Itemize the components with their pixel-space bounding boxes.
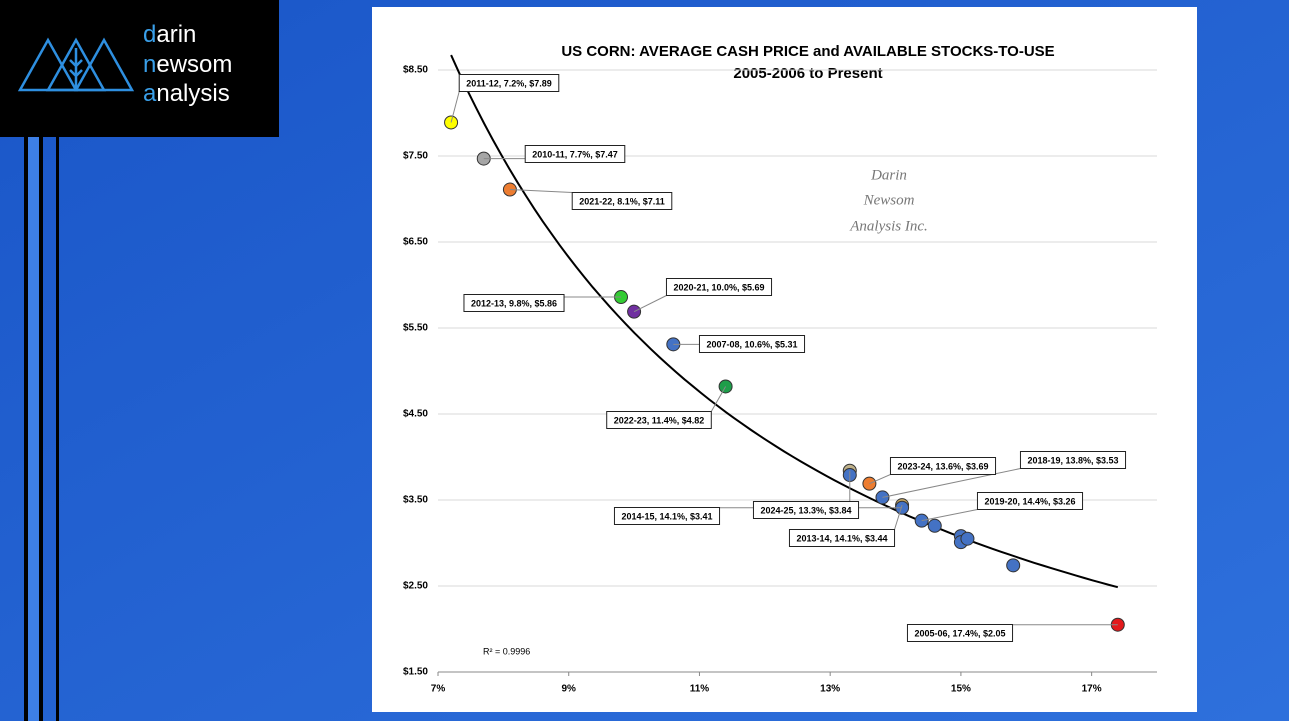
label-box: [571, 192, 673, 210]
label-box: [606, 411, 712, 429]
label-box: [665, 278, 773, 296]
stripe: [24, 130, 28, 721]
data-label: 2012-13, 9.8%, $5.86: [471, 298, 557, 308]
r-squared: R² = 0.9996: [483, 646, 530, 656]
label-box: [1019, 451, 1127, 469]
label-box: [976, 492, 1084, 510]
y-tick-label: $3.50: [403, 495, 428, 506]
data-label: 2013-14, 14.1%, $3.44: [796, 533, 887, 543]
data-label: 2010-11, 7.7%, $7.47: [532, 149, 618, 159]
leader-line: [509, 189, 573, 193]
label-box: [788, 529, 896, 547]
plot: $1.50 $2.50 $3.50 $4.50 $5.50 $6.50 $7.50 $8.50…: [403, 54, 1157, 695]
label-box: [524, 145, 626, 163]
x-tick-label: 11%: [690, 684, 710, 695]
data-label: 2020-21, 10.0%, $5.69: [673, 282, 764, 292]
leader-line: [921, 509, 978, 522]
data-label: 2022-23, 11.4%, $4.82: [614, 415, 705, 425]
data-label: 2023-24, 13.6%, $3.69: [897, 461, 988, 471]
data-label: 2024-25, 13.3%, $3.84: [760, 505, 851, 515]
data-label: 2018-19, 13.8%, $3.53: [1027, 455, 1118, 465]
label-box: [698, 335, 806, 353]
logo-text: newsom: [143, 51, 232, 78]
y-tick-label: $5.50: [403, 323, 428, 334]
y-tick-label: $6.50: [403, 237, 428, 248]
data-label: 2014-15, 14.1%, $3.41: [621, 511, 712, 521]
data-label: 2005-06, 17.4%, $2.05: [914, 628, 1005, 638]
stripe: [39, 130, 43, 721]
stripe: [28, 130, 39, 721]
y-tick-label: $1.50: [403, 667, 428, 678]
point: [927, 518, 942, 533]
watermark: Analysis Inc.: [849, 218, 927, 234]
data-label: 2007-08, 10.6%, $5.31: [706, 339, 797, 349]
logo-box: [0, 0, 279, 137]
y-tick-label: $2.50: [403, 581, 428, 592]
logo-text: darin: [143, 21, 196, 48]
x-tick-label: 7%: [431, 684, 446, 695]
stripe: [56, 130, 59, 721]
leader-line: [633, 295, 667, 313]
watermark: Darin: [870, 167, 907, 183]
leader-line: [869, 474, 891, 485]
label-box: [458, 74, 560, 92]
chart-subtitle: 2005-2006 to Present: [733, 65, 882, 82]
data-label: 2021-22, 8.1%, $7.11: [579, 196, 665, 206]
leader-line: [710, 386, 727, 412]
y-tick-label: $4.50: [403, 409, 428, 420]
label-box: [906, 624, 1014, 642]
leader-line: [882, 468, 1021, 498]
leader-line: [450, 91, 460, 123]
logo-text: analysis: [143, 80, 230, 107]
watermark: Newsom: [863, 192, 915, 208]
x-tick-label: 15%: [951, 684, 971, 695]
x-tick-label: 17%: [1082, 684, 1102, 695]
x-tick-label: 13%: [820, 684, 840, 695]
point: [1006, 558, 1021, 573]
label-box: [613, 507, 721, 525]
data-label: 2011-12, 7.2%, $7.89: [466, 78, 552, 88]
label-box: [463, 294, 565, 312]
trendline: [450, 54, 1119, 589]
y-tick-label: $7.50: [403, 151, 428, 162]
point: [960, 531, 975, 546]
x-tick-label: 9%: [562, 684, 577, 695]
y-tick-label: $8.50: [403, 65, 428, 76]
chart-panel: [372, 7, 1197, 712]
chart-title: US CORN: AVERAGE CASH PRICE and AVAILABL…: [561, 43, 1054, 60]
data-label: 2019-20, 14.4%, $3.26: [984, 496, 1075, 506]
label-box: [752, 501, 860, 519]
logo-mark: [17, 37, 135, 92]
leader-line: [894, 505, 903, 530]
label-box: [889, 457, 997, 475]
